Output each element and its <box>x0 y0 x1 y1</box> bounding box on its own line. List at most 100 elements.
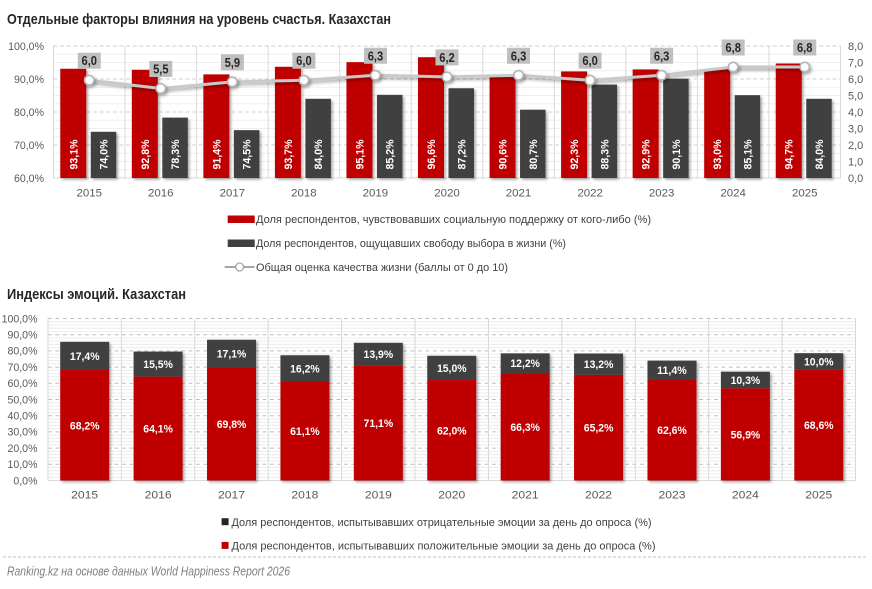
svg-text:64,1%: 64,1% <box>143 424 173 436</box>
svg-text:2019: 2019 <box>363 188 389 200</box>
svg-text:90,0%: 90,0% <box>14 74 45 86</box>
svg-text:6,8: 6,8 <box>725 41 741 55</box>
svg-text:40,0%: 40,0% <box>7 411 38 423</box>
svg-text:17,4%: 17,4% <box>70 351 100 363</box>
svg-text:2025: 2025 <box>792 188 818 200</box>
svg-text:Индексы эмоций. Казахстан: Индексы эмоций. Казахстан <box>7 286 186 303</box>
svg-text:95,1%: 95,1% <box>354 139 366 169</box>
svg-text:6,0: 6,0 <box>582 54 598 68</box>
svg-text:2016: 2016 <box>148 188 174 200</box>
svg-text:50,0%: 50,0% <box>7 394 38 406</box>
svg-text:62,6%: 62,6% <box>657 425 687 437</box>
svg-text:6,0: 6,0 <box>82 54 98 68</box>
svg-text:92,3%: 92,3% <box>569 139 581 169</box>
svg-text:5,0: 5,0 <box>848 91 863 103</box>
svg-text:2022: 2022 <box>585 490 612 502</box>
svg-text:2018: 2018 <box>291 490 318 502</box>
svg-text:88,3%: 88,3% <box>599 139 611 169</box>
svg-text:10,3%: 10,3% <box>731 375 761 387</box>
svg-text:6,2: 6,2 <box>439 51 455 65</box>
svg-text:80,7%: 80,7% <box>528 139 540 169</box>
svg-text:1,0: 1,0 <box>848 157 863 169</box>
svg-text:2021: 2021 <box>506 188 532 200</box>
svg-text:84,0%: 84,0% <box>313 139 325 169</box>
svg-text:0,0%: 0,0% <box>13 475 38 487</box>
svg-text:16,2%: 16,2% <box>290 363 320 375</box>
svg-text:80,0%: 80,0% <box>14 107 45 119</box>
svg-text:13,2%: 13,2% <box>584 359 614 371</box>
svg-text:6,3: 6,3 <box>654 49 670 63</box>
svg-text:78,3%: 78,3% <box>170 139 182 169</box>
svg-text:Общая оценка качества жизни (б: Общая оценка качества жизни (баллы от 0 … <box>256 262 508 274</box>
svg-text:74,5%: 74,5% <box>242 139 254 169</box>
svg-text:2023: 2023 <box>658 490 685 502</box>
svg-text:93,0%: 93,0% <box>712 139 724 169</box>
svg-text:61,1%: 61,1% <box>290 426 320 438</box>
svg-text:2024: 2024 <box>720 188 746 200</box>
svg-text:2015: 2015 <box>71 490 98 502</box>
svg-text:2,0: 2,0 <box>848 140 863 152</box>
svg-text:90,1%: 90,1% <box>671 139 683 169</box>
svg-text:68,2%: 68,2% <box>70 420 100 432</box>
svg-text:90,0%: 90,0% <box>7 330 38 342</box>
svg-text:90,6%: 90,6% <box>498 139 510 169</box>
svg-text:Отдельные факторы влияния на у: Отдельные факторы влияния на уровень сча… <box>7 11 391 28</box>
svg-text:6,0: 6,0 <box>296 54 312 68</box>
svg-text:69,8%: 69,8% <box>217 419 247 431</box>
svg-text:70,0%: 70,0% <box>7 362 38 374</box>
svg-text:6,8: 6,8 <box>797 41 813 55</box>
svg-text:6,3: 6,3 <box>368 49 384 63</box>
svg-text:2025: 2025 <box>805 490 832 502</box>
svg-text:0,0: 0,0 <box>848 173 863 185</box>
svg-text:93,7%: 93,7% <box>283 139 295 169</box>
svg-text:2018: 2018 <box>291 188 317 200</box>
svg-text:2017: 2017 <box>218 490 245 502</box>
svg-text:85,1%: 85,1% <box>742 139 754 169</box>
svg-text:30,0%: 30,0% <box>7 427 38 439</box>
svg-text:93,1%: 93,1% <box>68 139 80 169</box>
svg-text:6,3: 6,3 <box>511 49 527 63</box>
svg-text:10,0%: 10,0% <box>804 356 834 368</box>
svg-text:2015: 2015 <box>77 188 103 200</box>
svg-text:2024: 2024 <box>732 490 759 502</box>
svg-text:5,5: 5,5 <box>153 62 169 76</box>
svg-text:3,0: 3,0 <box>848 124 863 136</box>
svg-text:2020: 2020 <box>434 188 460 200</box>
svg-text:80,0%: 80,0% <box>7 346 38 358</box>
svg-text:8,0: 8,0 <box>848 41 863 53</box>
svg-text:68,6%: 68,6% <box>804 420 834 432</box>
svg-text:Доля респондентов, испытывавши: Доля респондентов, испытывавших отрицате… <box>232 517 652 529</box>
svg-text:10,0%: 10,0% <box>7 459 38 471</box>
svg-text:70,0%: 70,0% <box>14 140 45 152</box>
svg-text:100,0%: 100,0% <box>2 313 39 325</box>
svg-text:100,0%: 100,0% <box>8 41 45 53</box>
svg-text:2021: 2021 <box>512 490 539 502</box>
svg-text:2020: 2020 <box>438 490 465 502</box>
svg-text:2022: 2022 <box>577 188 603 200</box>
svg-text:4,0: 4,0 <box>848 107 863 119</box>
svg-text:5,9: 5,9 <box>225 56 241 70</box>
svg-text:65,2%: 65,2% <box>584 423 614 435</box>
svg-text:13,9%: 13,9% <box>364 349 394 361</box>
svg-text:12,2%: 12,2% <box>510 358 540 370</box>
svg-text:11,4%: 11,4% <box>657 365 687 377</box>
svg-text:Доля респондентов, испытывавши: Доля респондентов, испытывавших положите… <box>232 541 656 553</box>
svg-text:92,9%: 92,9% <box>641 139 653 169</box>
svg-text:6,0: 6,0 <box>848 74 863 86</box>
svg-text:87,2%: 87,2% <box>456 139 468 169</box>
svg-text:92,8%: 92,8% <box>140 139 152 169</box>
svg-text:66,3%: 66,3% <box>510 422 540 434</box>
svg-text:15,5%: 15,5% <box>143 359 173 371</box>
svg-text:60,0%: 60,0% <box>14 173 45 185</box>
svg-text:2023: 2023 <box>649 188 675 200</box>
svg-text:96,6%: 96,6% <box>426 139 438 169</box>
svg-text:Доля респондентов, ощущавших с: Доля респондентов, ощущавших свободу выб… <box>256 238 566 250</box>
svg-text:7,0: 7,0 <box>848 58 863 70</box>
svg-text:60,0%: 60,0% <box>7 378 38 390</box>
svg-text:15,0%: 15,0% <box>437 363 467 375</box>
svg-text:Ranking.kz на основе данных Wo: Ranking.kz на основе данных World Happin… <box>7 564 291 579</box>
svg-text:17,1%: 17,1% <box>217 349 247 361</box>
svg-text:Доля респондентов, чувствовавш: Доля респондентов, чувствовавших социаль… <box>256 214 651 226</box>
svg-text:2016: 2016 <box>145 490 172 502</box>
svg-text:85,2%: 85,2% <box>385 139 397 169</box>
